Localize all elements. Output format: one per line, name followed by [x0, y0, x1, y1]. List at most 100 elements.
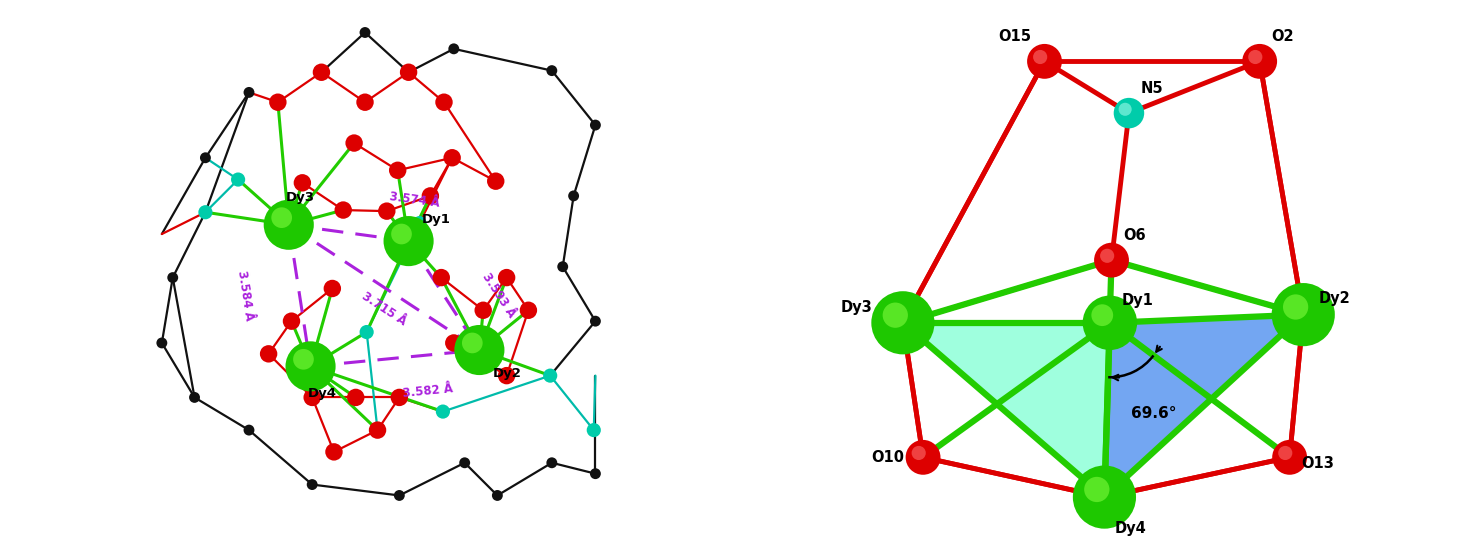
Circle shape: [294, 174, 310, 191]
Text: 69.6°: 69.6°: [1130, 406, 1177, 421]
Circle shape: [360, 325, 373, 339]
Circle shape: [912, 446, 925, 460]
Circle shape: [1282, 294, 1309, 320]
Circle shape: [394, 490, 404, 501]
Text: O6: O6: [1123, 228, 1146, 243]
Circle shape: [201, 152, 211, 163]
Circle shape: [283, 312, 300, 330]
Circle shape: [498, 269, 515, 286]
Circle shape: [568, 190, 580, 201]
Circle shape: [307, 479, 318, 490]
Circle shape: [391, 223, 411, 244]
Circle shape: [167, 272, 179, 283]
Text: 3.574 Å: 3.574 Å: [388, 190, 439, 210]
Text: Dy3: Dy3: [840, 300, 873, 315]
Text: Dy4: Dy4: [1114, 521, 1146, 536]
Circle shape: [389, 161, 407, 179]
Circle shape: [1243, 44, 1277, 79]
Circle shape: [356, 93, 373, 111]
Text: Dy1: Dy1: [422, 213, 451, 226]
Circle shape: [435, 93, 452, 111]
Circle shape: [543, 368, 558, 383]
Circle shape: [422, 187, 439, 205]
Circle shape: [360, 27, 370, 38]
Circle shape: [474, 301, 492, 319]
Circle shape: [269, 93, 287, 111]
Circle shape: [391, 389, 408, 406]
Circle shape: [546, 65, 558, 76]
Circle shape: [590, 468, 600, 479]
Circle shape: [498, 367, 515, 384]
Circle shape: [261, 345, 277, 363]
Circle shape: [871, 291, 934, 354]
Circle shape: [463, 332, 483, 353]
Circle shape: [285, 341, 335, 392]
Circle shape: [444, 149, 461, 166]
Circle shape: [1272, 283, 1335, 346]
Circle shape: [1278, 446, 1293, 460]
Circle shape: [189, 392, 201, 403]
Circle shape: [1083, 295, 1138, 350]
Circle shape: [1094, 243, 1129, 278]
Circle shape: [198, 205, 212, 220]
Circle shape: [400, 64, 417, 81]
Circle shape: [454, 325, 505, 375]
Circle shape: [334, 201, 351, 219]
Text: Dy2: Dy2: [1319, 291, 1350, 306]
Text: 3.593 Å: 3.593 Å: [479, 271, 518, 320]
Circle shape: [346, 134, 363, 152]
Circle shape: [271, 207, 291, 228]
Text: N5: N5: [1140, 81, 1164, 96]
Circle shape: [1249, 50, 1262, 64]
Circle shape: [243, 425, 255, 436]
Circle shape: [347, 389, 365, 406]
Circle shape: [369, 421, 386, 439]
Circle shape: [1118, 103, 1132, 116]
Circle shape: [313, 64, 331, 81]
Text: Dy2: Dy2: [493, 367, 521, 380]
Circle shape: [324, 280, 341, 297]
Text: O13: O13: [1301, 456, 1335, 471]
Circle shape: [293, 349, 313, 369]
Text: 3.715 Å: 3.715 Å: [360, 290, 408, 328]
Circle shape: [1085, 477, 1110, 502]
Circle shape: [1028, 44, 1061, 79]
Circle shape: [520, 301, 537, 319]
Circle shape: [303, 389, 321, 406]
Circle shape: [1091, 304, 1113, 326]
Text: Dy3: Dy3: [285, 191, 315, 204]
Circle shape: [546, 457, 558, 468]
Circle shape: [590, 119, 600, 131]
Text: O10: O10: [871, 451, 905, 466]
Circle shape: [378, 202, 395, 220]
Circle shape: [432, 269, 449, 286]
Circle shape: [558, 261, 568, 272]
Circle shape: [1099, 249, 1114, 263]
Circle shape: [448, 43, 460, 54]
Polygon shape: [903, 323, 1110, 497]
Text: 3.582 Å: 3.582 Å: [403, 382, 454, 400]
Circle shape: [264, 200, 313, 250]
Text: O15: O15: [998, 29, 1031, 44]
Text: Dy1: Dy1: [1121, 293, 1154, 307]
Circle shape: [883, 302, 908, 328]
Circle shape: [492, 490, 502, 501]
Circle shape: [906, 440, 940, 475]
Text: 3.584 Å: 3.584 Å: [234, 269, 255, 322]
Circle shape: [384, 216, 433, 266]
Circle shape: [1073, 466, 1136, 529]
Circle shape: [488, 173, 505, 190]
Circle shape: [587, 423, 600, 437]
Text: Dy4: Dy4: [307, 387, 337, 400]
Circle shape: [445, 334, 463, 352]
Circle shape: [1114, 98, 1145, 128]
Circle shape: [157, 337, 167, 348]
Circle shape: [590, 316, 600, 327]
Circle shape: [460, 457, 470, 468]
Circle shape: [436, 404, 449, 419]
Circle shape: [1272, 440, 1307, 475]
Circle shape: [231, 173, 244, 186]
Circle shape: [413, 216, 426, 230]
Text: O2: O2: [1272, 29, 1294, 44]
Circle shape: [243, 87, 255, 98]
